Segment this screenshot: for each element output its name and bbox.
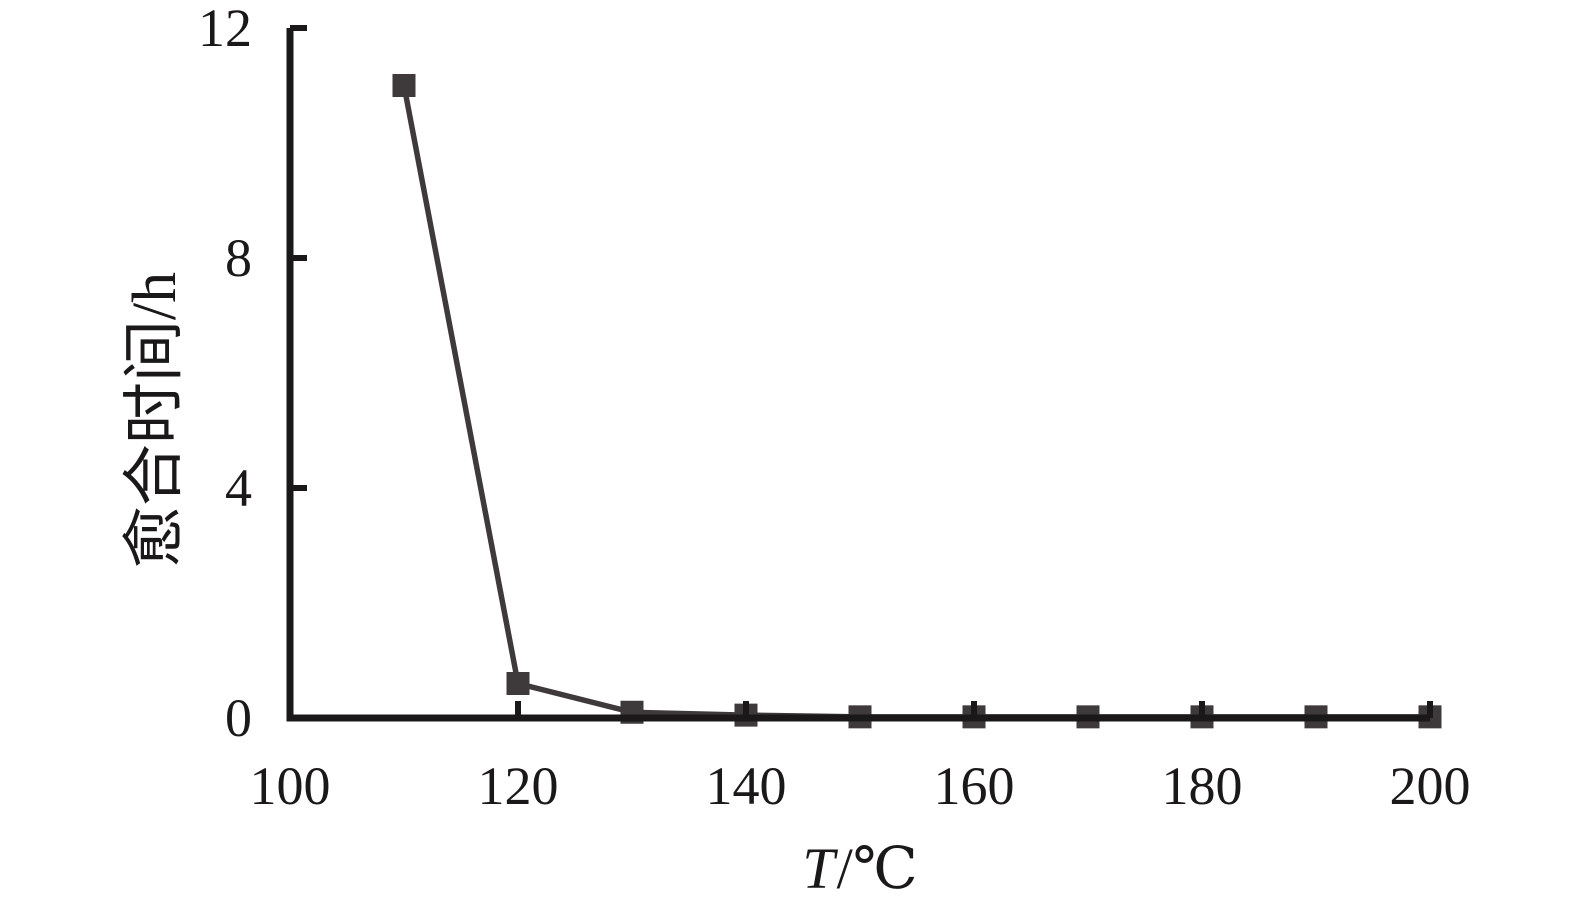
x-tick-label: 120	[478, 756, 559, 816]
y-tick-label: 12	[198, 0, 252, 58]
y-tick-label: 0	[225, 688, 252, 748]
x-tick-label: 160	[934, 756, 1015, 816]
x-tick-label: 100	[250, 756, 331, 816]
x-tick-label: 180	[1162, 756, 1243, 816]
y-tick-label: 8	[225, 228, 252, 288]
y-tick-label: 4	[225, 458, 252, 518]
data-point-marker	[392, 74, 416, 97]
data-line	[401, 84, 1430, 720]
data-point-marker	[506, 672, 530, 695]
x-axis-unit: /℃	[836, 836, 918, 901]
y-axis-title: 愈合时间/h	[121, 271, 189, 569]
x-axis-title: T/℃	[802, 834, 917, 902]
x-tick-label: 200	[1390, 756, 1471, 816]
x-axis-variable: T	[802, 836, 835, 901]
x-tick-label: 140	[706, 756, 787, 816]
